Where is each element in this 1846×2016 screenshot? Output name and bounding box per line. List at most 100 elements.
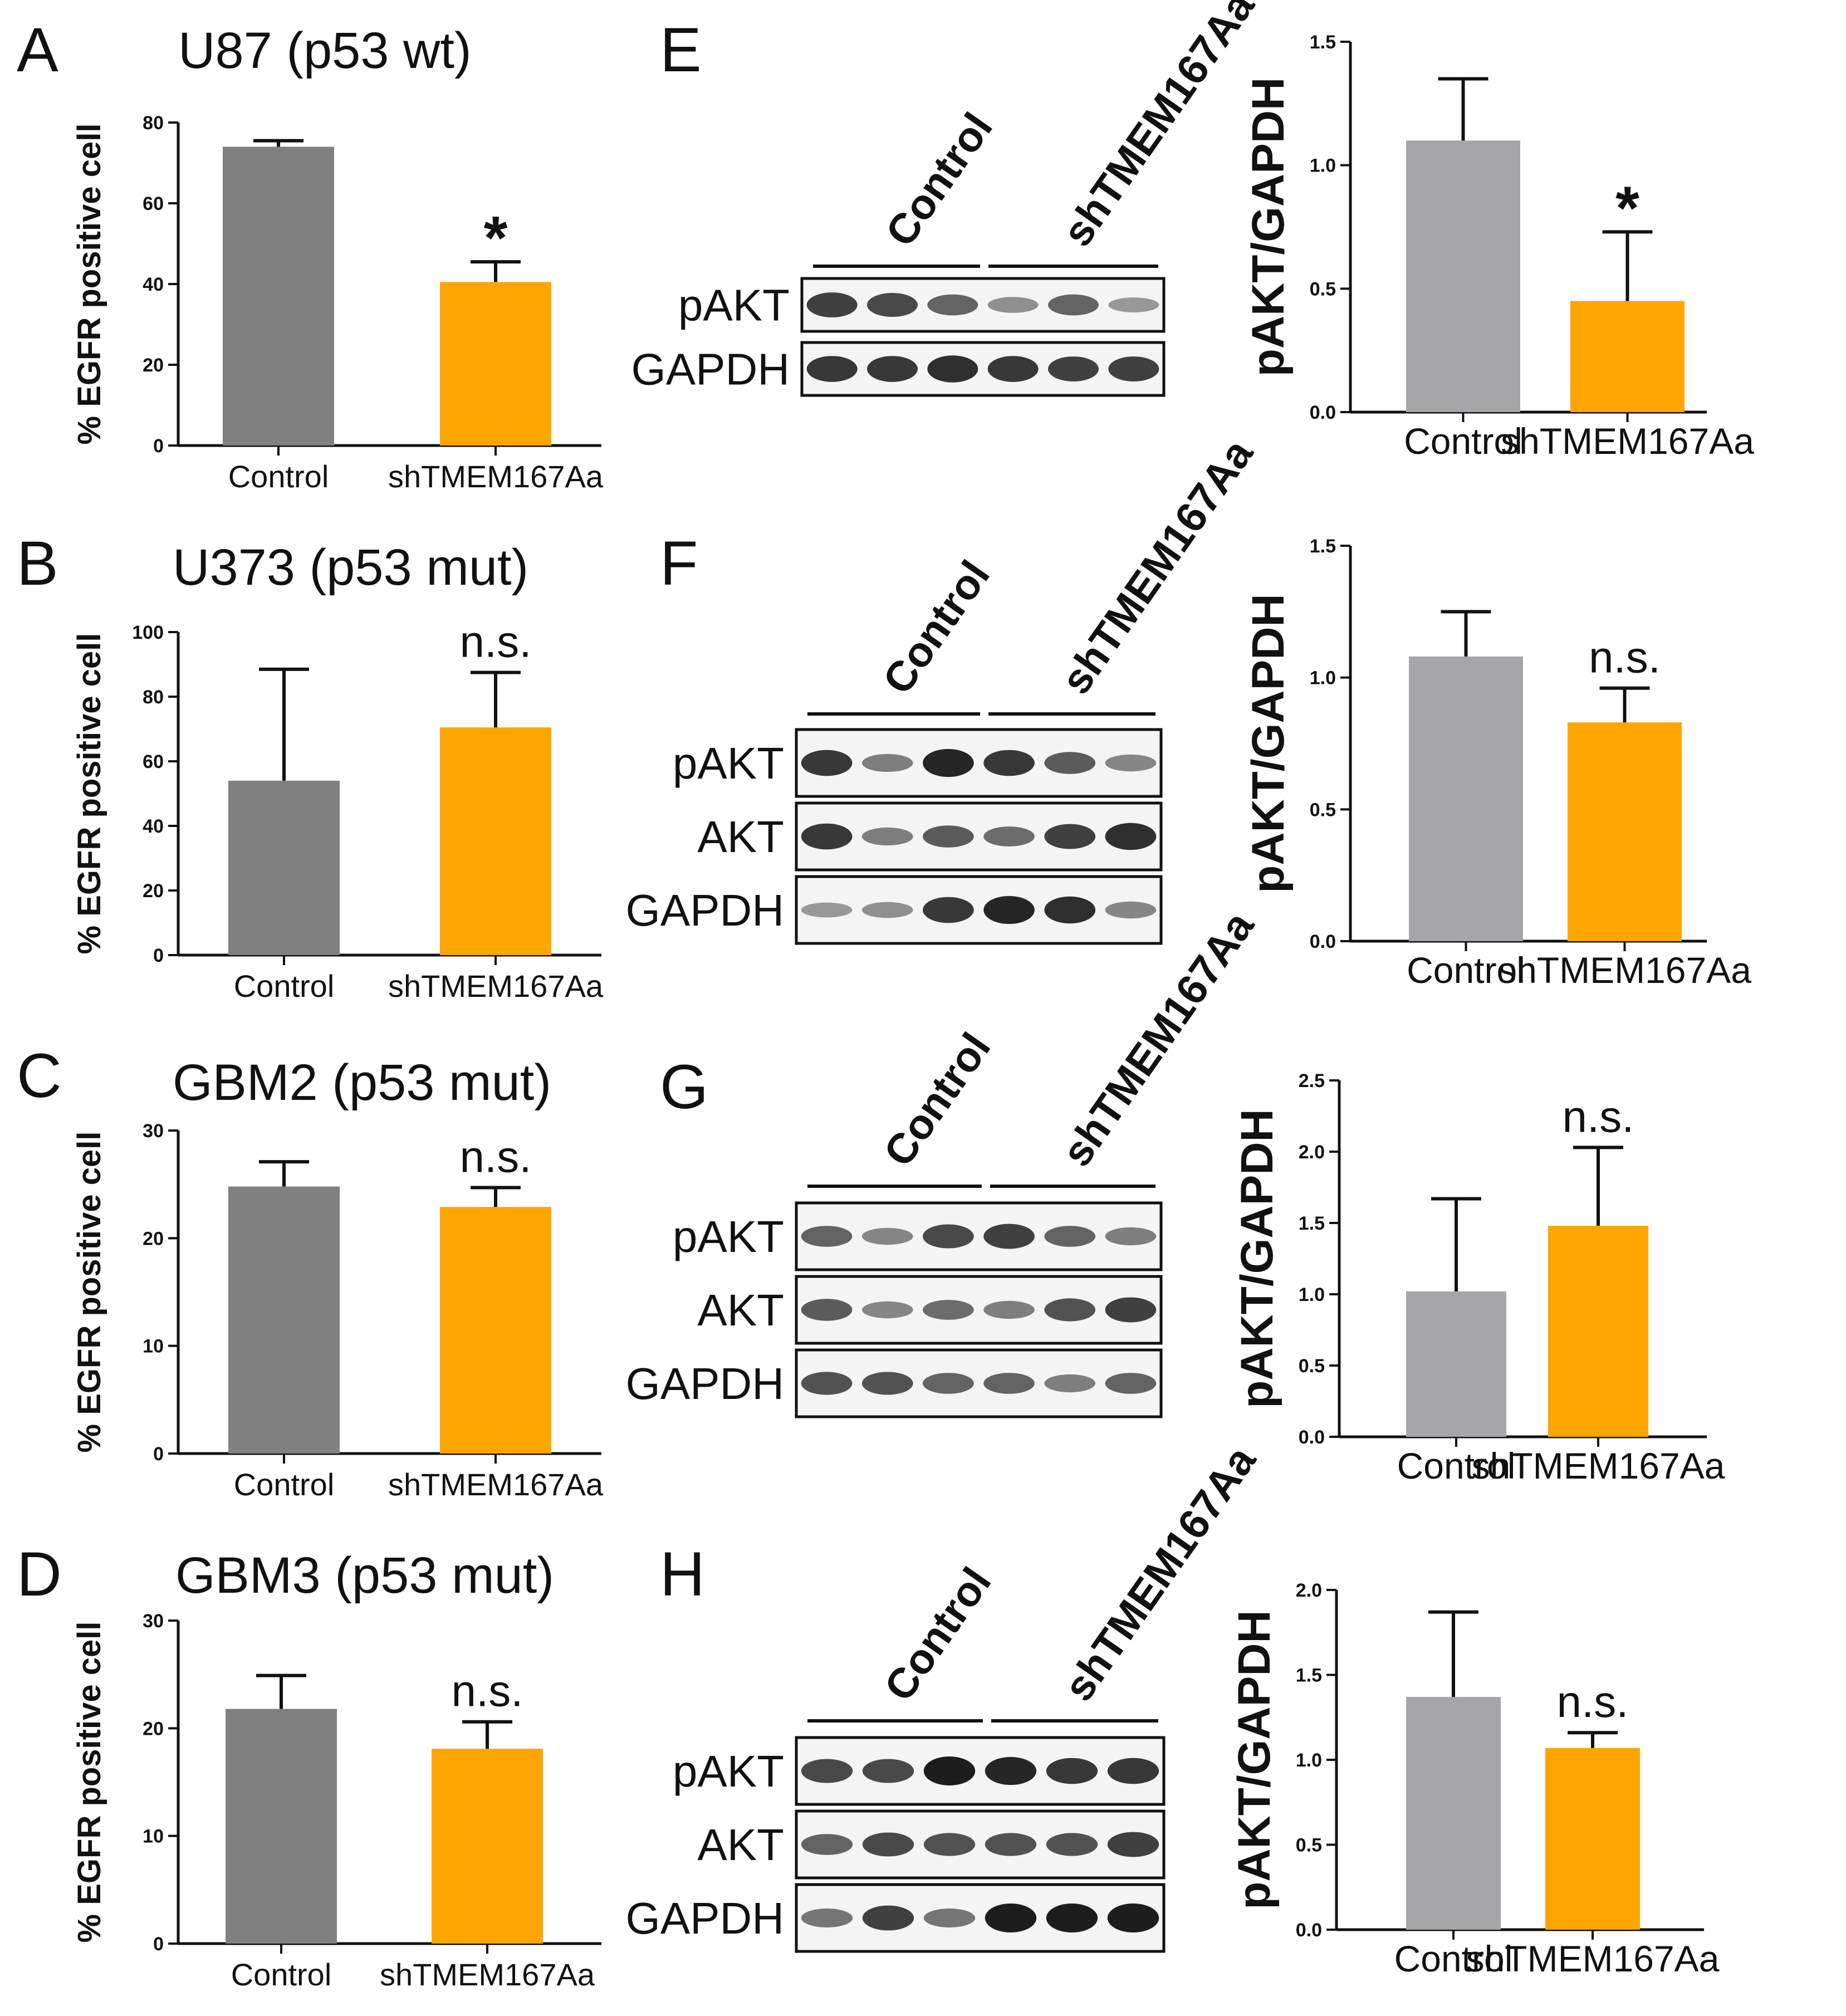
bar-control bbox=[1409, 656, 1523, 941]
blot-band bbox=[1044, 824, 1096, 849]
chart-a-u87: 0 20 40 60 80 % EGFR positive cell Control shTM… bbox=[71, 112, 604, 494]
y-tick-label: 1.5 bbox=[1299, 1213, 1325, 1234]
category-label: shTMEM167Aa bbox=[1472, 1445, 1725, 1486]
y-tick-label: 60 bbox=[143, 751, 164, 772]
y-axis-label: % EGFR positive cell bbox=[71, 633, 107, 955]
category-label: Control bbox=[228, 459, 329, 494]
category-label: Control bbox=[1397, 1445, 1516, 1486]
category-label: Control bbox=[234, 968, 335, 1004]
blot-band bbox=[1044, 1298, 1096, 1322]
blot-band bbox=[862, 1905, 914, 1931]
blot-band bbox=[923, 1756, 976, 1785]
panel-letter-e: E bbox=[660, 15, 702, 85]
title-a: U87 (p53 wt) bbox=[178, 22, 472, 79]
blot-band bbox=[1107, 1904, 1159, 1932]
blot-row-label: GAPDH bbox=[626, 885, 785, 935]
blot-frame bbox=[795, 1275, 1163, 1345]
bar-control bbox=[226, 1709, 337, 1944]
title-c: GBM2 (p53 mut) bbox=[173, 1054, 551, 1111]
category-label: shTMEM167Aa bbox=[1498, 950, 1751, 991]
blot-band bbox=[985, 1833, 1037, 1856]
blot-frame bbox=[795, 875, 1163, 945]
y-tick-label: 2.0 bbox=[1296, 1580, 1322, 1601]
category-label: shTMEM167Aa bbox=[1501, 420, 1754, 462]
blot-frame bbox=[795, 1809, 1166, 1880]
blot-band bbox=[985, 1904, 1037, 1932]
blot-band bbox=[1105, 1227, 1157, 1246]
significance-label: * bbox=[1615, 174, 1639, 242]
blot-band bbox=[861, 902, 913, 918]
lane-label-control: Control bbox=[877, 105, 1002, 255]
blot-row-label: GAPDH bbox=[631, 345, 790, 394]
y-axis-label: pAKT/GAPDH bbox=[1243, 594, 1294, 893]
blot-f: Control shTMEM167Aa pAKT AKT GAPDH bbox=[626, 430, 1262, 945]
blot-band bbox=[801, 823, 853, 850]
lane-label-control: Control bbox=[875, 1025, 1000, 1175]
blot-band bbox=[987, 356, 1039, 382]
significance-label: * bbox=[484, 204, 508, 272]
blot-band bbox=[867, 293, 918, 317]
blot-band bbox=[1044, 1226, 1096, 1247]
y-tick-label: 1.0 bbox=[1310, 155, 1336, 177]
blot-band bbox=[1107, 1832, 1159, 1857]
title-b: U373 (p53 mut) bbox=[173, 539, 528, 596]
category-label: Control bbox=[1404, 420, 1522, 462]
blot-band bbox=[1048, 294, 1099, 316]
blot-e: Control shTMEM167Aa pAKT GAPDH bbox=[631, 0, 1264, 397]
y-tick-label: 20 bbox=[143, 1228, 164, 1249]
bar-shtmem167aa bbox=[440, 727, 551, 955]
category-label: Control bbox=[234, 1467, 335, 1502]
bar-shtmem167aa bbox=[1568, 722, 1682, 941]
blot-band bbox=[1105, 754, 1157, 772]
panel-letter-h: H bbox=[660, 1539, 705, 1609]
panel-letter-f: F bbox=[660, 529, 698, 598]
blot-band bbox=[1105, 1297, 1157, 1323]
blot-band bbox=[801, 1834, 853, 1855]
blot-band bbox=[923, 1300, 974, 1320]
y-tick-label: 10 bbox=[143, 1336, 164, 1357]
blot-row-label: GAPDH bbox=[626, 1359, 785, 1408]
bar-control bbox=[1406, 1291, 1506, 1437]
y-axis-label: % EGFR positive cell bbox=[71, 124, 107, 445]
bar-control bbox=[228, 780, 340, 955]
panel-letter-g: G bbox=[660, 1052, 708, 1122]
blot-band bbox=[983, 826, 1035, 846]
blot-band bbox=[1105, 1373, 1157, 1394]
blot-band bbox=[861, 1227, 913, 1245]
y-tick-label: 1.5 bbox=[1310, 536, 1336, 557]
blot-band bbox=[1108, 297, 1159, 312]
blot-band bbox=[801, 1299, 853, 1321]
blot-band bbox=[806, 292, 858, 317]
chart-g-quant: 0.0 0.5 1.0 1.5 2.0 2.5 pAKT/GAPDH ControlshTME… bbox=[1232, 1070, 1725, 1486]
blot-band bbox=[801, 750, 853, 776]
bar-shtmem167aa bbox=[1570, 301, 1685, 412]
lane-label-control: Control bbox=[874, 552, 999, 703]
y-axis-label: pAKT/GAPDH bbox=[1229, 1610, 1280, 1910]
blot-band bbox=[923, 1373, 974, 1394]
chart-d-gbm3: 0 10 20 30 % EGFR positive cell Control shTMEM… bbox=[71, 1611, 601, 1992]
blot-row-label: AKT bbox=[697, 1820, 784, 1870]
chart-e-quant: 0.0 0.5 1.0 1.5 pAKT/GAPDH ControlshTMEM167Aa… bbox=[1243, 32, 1754, 462]
blot-band bbox=[923, 825, 974, 848]
blot-row-label: AKT bbox=[697, 1285, 784, 1335]
blot-band bbox=[923, 897, 974, 923]
blot-band bbox=[861, 827, 913, 846]
significance-label: n.s. bbox=[1589, 633, 1661, 682]
y-tick-label: 0 bbox=[153, 436, 164, 457]
blot-frame bbox=[795, 1736, 1166, 1806]
panel-letter-c: C bbox=[17, 1041, 62, 1110]
y-tick-label: 20 bbox=[143, 1718, 164, 1739]
y-tick-label: 0.5 bbox=[1310, 278, 1336, 300]
category-label: shTMEM167Aa bbox=[388, 459, 604, 494]
y-tick-label: 30 bbox=[143, 1120, 164, 1142]
blot-band bbox=[801, 1759, 853, 1783]
blot-band bbox=[806, 356, 858, 382]
blot-band bbox=[801, 1909, 853, 1927]
y-tick-label: 10 bbox=[143, 1826, 164, 1847]
blot-band bbox=[983, 1224, 1035, 1249]
category-label: shTMEM167Aa bbox=[388, 968, 604, 1004]
blot-band bbox=[1044, 896, 1096, 924]
blot-frame bbox=[795, 801, 1163, 872]
